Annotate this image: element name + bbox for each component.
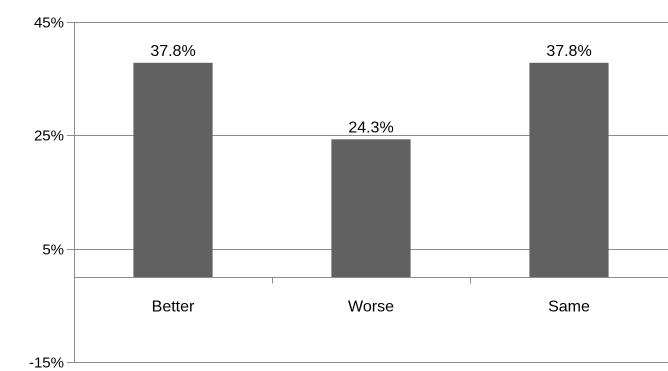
y-tick-label: 25% [34, 128, 64, 145]
category-label: Same [548, 299, 590, 316]
bar-worse [331, 139, 411, 277]
y-tick-label: 45% [34, 15, 64, 32]
y-tick-label: 5% [42, 242, 64, 259]
axes [74, 22, 668, 362]
category-label: Worse [348, 299, 394, 316]
data-label: 24.3% [348, 119, 393, 136]
data-label: 37.8% [546, 43, 591, 60]
category-label: Better [152, 299, 195, 316]
bars [133, 62, 609, 277]
y-tick-label: -15% [29, 355, 64, 371]
bar-better [133, 62, 213, 277]
labels: 45% 25% 5% -15% 37.8% Better 24.3% Worse 37.8% Sa… [29, 15, 592, 371]
bar-same [529, 62, 609, 277]
data-label: 37.8% [150, 43, 195, 60]
